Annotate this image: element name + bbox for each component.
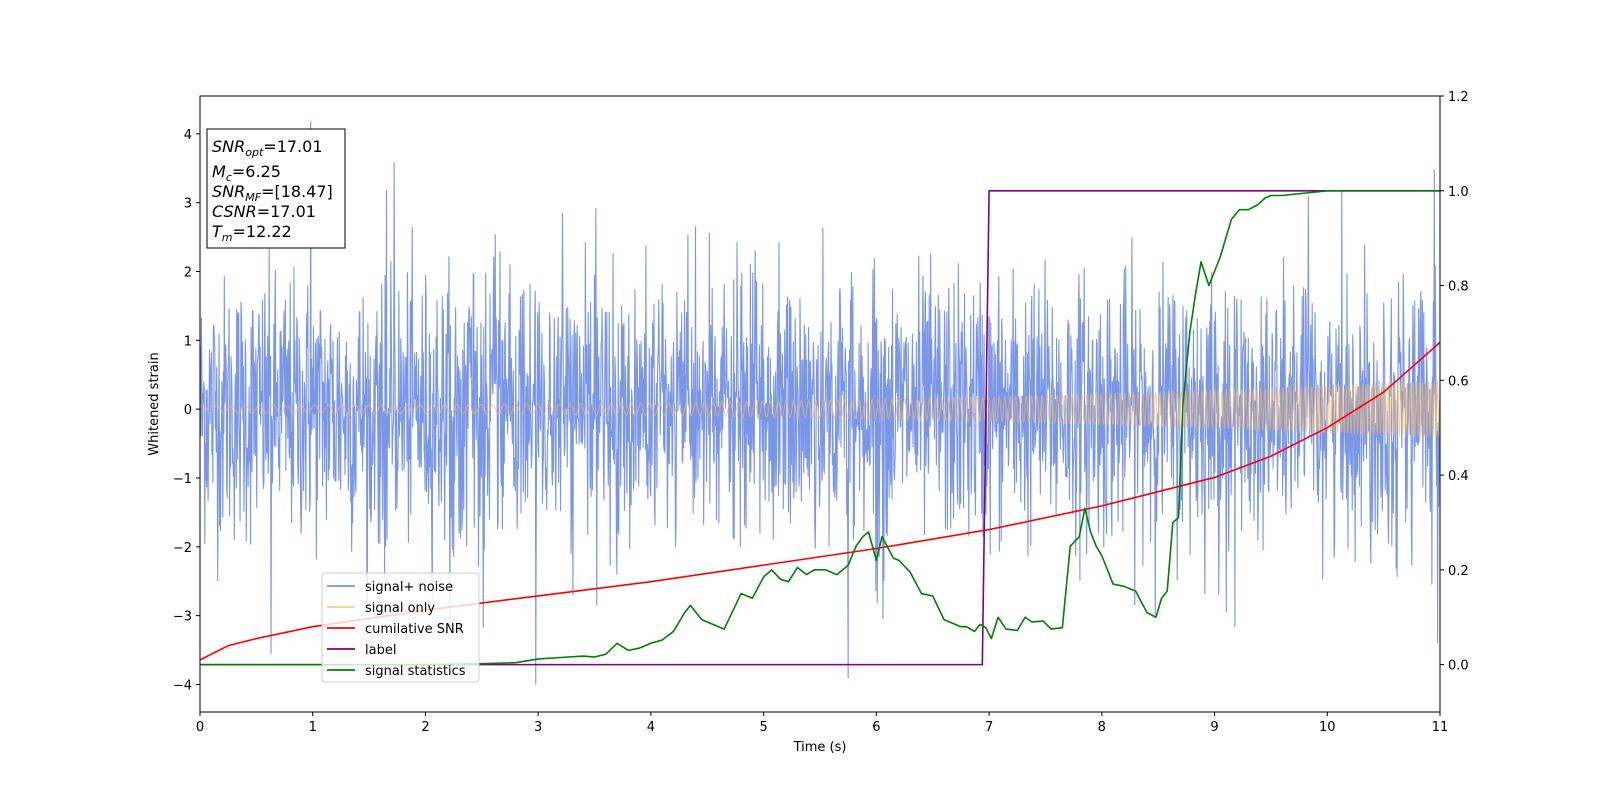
x-tick-label: 11 (1432, 720, 1449, 735)
annotation-line: CSNR=17.01 (212, 202, 316, 221)
series-signal-statistics (200, 189, 1440, 666)
x-tick-label: 6 (872, 720, 880, 735)
x-tick-label: 1 (309, 720, 317, 735)
y-left-tick-label: −1 (173, 472, 192, 487)
legend-entry: signal statistics (365, 664, 466, 679)
series-cumilative-snr (200, 341, 1440, 661)
x-tick-label: 7 (985, 720, 993, 735)
x-tick-label: 0 (196, 720, 204, 735)
x-tick-label: 9 (1210, 720, 1218, 735)
legend-entry: signal only (365, 601, 435, 616)
y-right-tick-label: 0.6 (1448, 374, 1469, 389)
series-label (200, 189, 1440, 666)
x-tick-label: 2 (421, 720, 429, 735)
y-right-tick-label: 0.4 (1448, 469, 1469, 484)
y-left-tick-label: 2 (184, 266, 192, 281)
y-left-tick-label: −4 (173, 678, 192, 693)
y-left-tick-label: −3 (173, 610, 192, 625)
x-tick-label: 10 (1319, 720, 1336, 735)
x-axis-label: Time (s) (793, 740, 847, 755)
annotation-line: SNRMF=[18.47] (212, 182, 333, 204)
y-left-tick-label: 0 (184, 403, 192, 418)
y-left-tick-label: 1 (184, 334, 192, 349)
annotation-frame (206, 128, 346, 249)
legend-entry: cumilative SNR (365, 622, 464, 637)
y-right-tick-label: 0.8 (1448, 280, 1469, 295)
y-right-tick-label: 1.2 (1448, 90, 1469, 105)
y-right-tick-label: 0.2 (1448, 564, 1469, 579)
plot-frame (199, 95, 1441, 713)
annotation-line: SNRopt=17.01 (212, 137, 323, 159)
y-left-tick-label: 3 (184, 197, 192, 212)
annotation-line: Tm=12.22 (212, 222, 292, 244)
legend-entry: label (365, 643, 396, 658)
series-signal-only (200, 379, 1440, 439)
stats-annotation: SNRopt=17.01 Mc=6.25SNRMF=[18.47]CSNR=17.… (206, 128, 346, 249)
y-right-tick-label: 1.0 (1448, 185, 1469, 200)
x-tick-label: 3 (534, 720, 542, 735)
legend-entry: signal+ noise (365, 580, 453, 595)
x-tick-label: 4 (647, 720, 655, 735)
y-right-tick-label: 0.0 (1448, 659, 1469, 674)
y-axis-label: Whitened strain (147, 352, 162, 455)
y-left-tick-label: −2 (173, 541, 192, 556)
x-tick-label: 8 (1098, 720, 1106, 735)
legend: signal+ noise signal only cumilative SNR la… (321, 572, 480, 683)
x-tick-label: 5 (759, 720, 767, 735)
series-signal-noise (200, 120, 1440, 686)
annotation-line: Mc=6.25 (212, 162, 281, 184)
legend-frame (321, 572, 480, 683)
y-left-tick-label: 4 (184, 128, 192, 143)
